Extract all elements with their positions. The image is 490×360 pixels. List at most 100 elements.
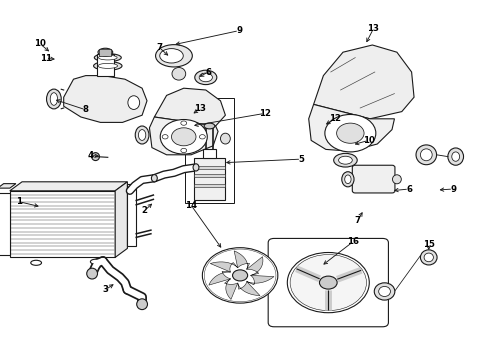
Text: 7: 7: [156, 43, 162, 52]
Polygon shape: [238, 282, 260, 296]
Circle shape: [162, 135, 168, 139]
Bar: [194, 158, 225, 200]
Ellipse shape: [193, 164, 199, 171]
Polygon shape: [234, 251, 249, 269]
Ellipse shape: [195, 70, 217, 85]
Text: 15: 15: [423, 240, 435, 249]
Ellipse shape: [94, 62, 122, 70]
Circle shape: [204, 249, 276, 302]
Bar: [0, 193, 10, 255]
Polygon shape: [309, 104, 394, 151]
Text: 2: 2: [142, 206, 147, 215]
Ellipse shape: [392, 175, 401, 184]
Circle shape: [160, 120, 207, 154]
Ellipse shape: [135, 126, 149, 144]
Text: 8: 8: [83, 105, 89, 114]
Polygon shape: [149, 117, 218, 155]
Text: 11: 11: [40, 54, 51, 63]
Ellipse shape: [160, 49, 183, 63]
Ellipse shape: [92, 153, 99, 161]
Ellipse shape: [31, 260, 42, 265]
Circle shape: [325, 114, 376, 152]
Polygon shape: [314, 45, 414, 119]
Ellipse shape: [98, 48, 113, 56]
Bar: [203, 149, 216, 158]
Bar: [194, 184, 225, 188]
Ellipse shape: [156, 45, 192, 67]
Text: 12: 12: [259, 109, 270, 118]
Text: 16: 16: [347, 238, 359, 247]
Bar: [99, 49, 111, 56]
Text: 10: 10: [363, 136, 374, 145]
Text: 14: 14: [185, 201, 197, 210]
Ellipse shape: [90, 259, 101, 264]
Ellipse shape: [151, 175, 157, 182]
Ellipse shape: [199, 73, 213, 82]
Text: 7: 7: [355, 216, 361, 225]
Ellipse shape: [420, 250, 437, 265]
Circle shape: [290, 255, 367, 311]
Polygon shape: [209, 271, 231, 285]
Ellipse shape: [128, 96, 140, 109]
Polygon shape: [154, 88, 225, 126]
Ellipse shape: [416, 145, 437, 165]
Ellipse shape: [204, 123, 215, 129]
Ellipse shape: [220, 133, 230, 144]
Polygon shape: [115, 182, 127, 257]
Circle shape: [181, 148, 187, 153]
Polygon shape: [64, 76, 147, 122]
FancyBboxPatch shape: [268, 238, 389, 327]
Polygon shape: [210, 262, 238, 272]
Text: 12: 12: [329, 114, 341, 123]
Bar: [10, 191, 115, 257]
Polygon shape: [0, 184, 16, 188]
Text: 9: 9: [236, 26, 242, 35]
Text: 13: 13: [368, 24, 379, 33]
Circle shape: [181, 121, 187, 125]
Circle shape: [172, 128, 196, 146]
Ellipse shape: [94, 54, 121, 62]
Ellipse shape: [424, 253, 433, 262]
Text: 9: 9: [450, 185, 456, 194]
Bar: [194, 166, 225, 169]
Bar: [194, 174, 225, 177]
Ellipse shape: [345, 175, 351, 184]
Circle shape: [202, 248, 278, 303]
Polygon shape: [10, 182, 127, 191]
Text: 13: 13: [194, 104, 206, 113]
Circle shape: [337, 123, 364, 143]
Text: 5: 5: [298, 155, 304, 163]
Ellipse shape: [379, 287, 391, 297]
Text: 6: 6: [205, 68, 211, 77]
Circle shape: [287, 252, 369, 313]
Text: 1: 1: [16, 197, 22, 206]
Ellipse shape: [420, 149, 432, 161]
Text: 6: 6: [406, 185, 412, 194]
Ellipse shape: [339, 156, 352, 164]
Ellipse shape: [87, 268, 98, 279]
Ellipse shape: [448, 148, 464, 165]
Circle shape: [199, 135, 205, 139]
Ellipse shape: [98, 55, 117, 60]
Ellipse shape: [98, 63, 118, 68]
Bar: [97, 54, 114, 76]
Polygon shape: [246, 257, 263, 275]
Ellipse shape: [374, 283, 395, 300]
Circle shape: [319, 276, 337, 289]
Bar: [127, 184, 136, 246]
Ellipse shape: [334, 153, 357, 167]
Text: 3: 3: [102, 285, 108, 294]
Ellipse shape: [172, 68, 186, 80]
Ellipse shape: [138, 130, 146, 140]
Text: 10: 10: [34, 40, 46, 49]
FancyBboxPatch shape: [352, 165, 395, 193]
Polygon shape: [246, 275, 274, 285]
Circle shape: [233, 270, 247, 281]
Text: 4: 4: [88, 151, 94, 160]
Ellipse shape: [47, 89, 61, 109]
Ellipse shape: [137, 299, 147, 310]
Bar: [185, 98, 234, 203]
Ellipse shape: [452, 152, 460, 161]
Ellipse shape: [50, 93, 58, 105]
Ellipse shape: [342, 172, 354, 187]
